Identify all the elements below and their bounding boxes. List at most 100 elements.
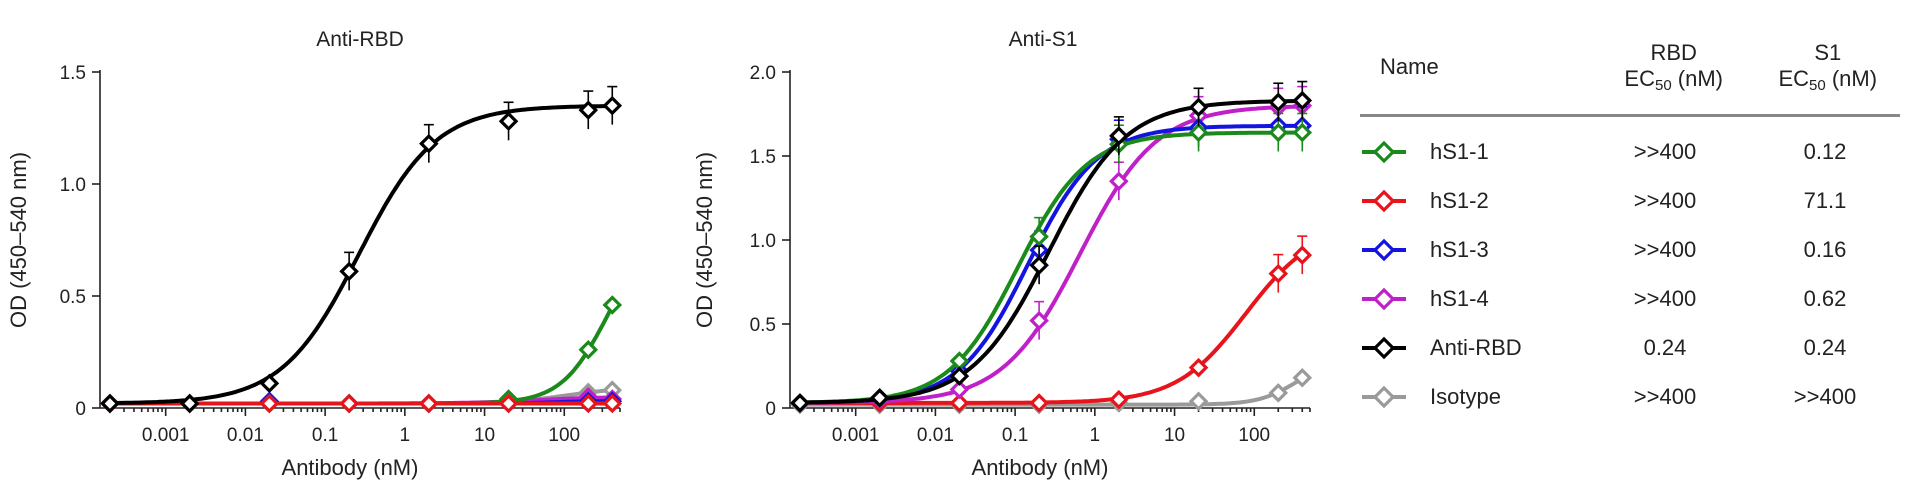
chart-1: Anti-RBD 0 0.5 1.0 1.5 0.001 0.01 0.1 1 10 100 Anti…: [6, 28, 623, 480]
rbd-ec50-value: >>400: [1633, 383, 1697, 409]
data-point: [259, 373, 280, 394]
data-point: [578, 100, 599, 120]
data-point: [1188, 122, 1209, 143]
series-anti-rbd: [790, 80, 1313, 413]
header-s1-label: S1: [1814, 40, 1842, 65]
data-point: [1109, 126, 1129, 146]
y-tick-label: 2.0: [750, 63, 776, 84]
rbd-ec50-value: >>400: [1633, 138, 1697, 164]
s1-ec50-value: 0.16: [1803, 236, 1847, 262]
legend-row: hS1-2 >>400 71.1: [1360, 176, 1900, 225]
chart-title: Anti-S1: [1009, 28, 1078, 51]
data-point: [578, 339, 599, 360]
series-curve: [108, 104, 615, 406]
legend-swatch-icon: [1362, 336, 1406, 359]
data-point: [602, 95, 623, 116]
data-point: [869, 388, 890, 408]
data-point: [1109, 171, 1129, 191]
legend-name-cell: hS1-2: [1360, 188, 1580, 214]
ec-label: EC: [1624, 66, 1655, 91]
ec-unit: (nM): [1671, 66, 1723, 91]
data-point: [1029, 255, 1049, 275]
data-point: [1268, 263, 1289, 284]
s1-ec50-value: 71.1: [1803, 187, 1847, 213]
y-tick-label: 1.0: [750, 231, 776, 252]
data-point: [949, 379, 970, 400]
data-point: [602, 295, 623, 315]
series-curve: [798, 99, 1305, 405]
legend-name: hS1-3: [1430, 236, 1489, 262]
x-tick-label: 1: [1090, 425, 1101, 446]
ec-subscript: 50: [1809, 77, 1826, 94]
data-point: [949, 366, 970, 386]
legend-row: Anti-RBD 0.24 0.24: [1360, 323, 1900, 372]
s1-ec50-value: 0.12: [1803, 138, 1847, 164]
x-tick-label: 10: [474, 425, 495, 446]
legend-header: Name RBD EC50 (nM) S1 EC50 (nM): [1360, 20, 1900, 117]
x-tick-label: 100: [548, 425, 580, 446]
legend-swatch-diamond: [1372, 189, 1396, 212]
data-point: [179, 393, 200, 414]
ec-subscript: 50: [1654, 77, 1672, 94]
header-s1-ec50-line: EC50 (nM): [1756, 66, 1900, 94]
legend-name-cell: Anti-RBD: [1360, 335, 1580, 361]
y-tick-label: 1.5: [750, 147, 776, 168]
data-point: [419, 133, 439, 154]
legend-swatch-icon: [1362, 238, 1406, 261]
y-tick-label: 0: [75, 399, 86, 420]
legend-swatch-diamond: [1372, 385, 1396, 408]
legend-name-cell: hS1-4: [1360, 286, 1580, 312]
data-point: [1029, 393, 1049, 413]
ec-unit: (nM): [1825, 66, 1878, 91]
rbd-ec50-value: >>400: [1633, 285, 1697, 311]
x-tick-label: 100: [1238, 425, 1270, 446]
y-tick-label: 0.5: [750, 315, 776, 336]
x-tick-label: 0.01: [227, 425, 264, 446]
data-point: [1292, 90, 1313, 111]
header-s1-ec50: S1 EC50 (nM): [1756, 40, 1900, 94]
legend-rows: hS1-1 >>400 0.12 hS1-2 >>400 71.1 hS1-3 >>400 0.…: [1360, 127, 1900, 421]
legend-swatch-icon: [1362, 287, 1406, 310]
x-tick-label: 0.001: [142, 425, 190, 446]
header-rbd-label: RBD: [1650, 40, 1697, 65]
data-point: [1188, 391, 1209, 412]
x-axis-title: Antibody (nM): [282, 455, 419, 480]
data-point: [1268, 92, 1289, 113]
data-point: [1029, 226, 1049, 247]
data-point: [1292, 122, 1313, 143]
series-hs1-1: [100, 295, 623, 414]
legend-swatch-diamond: [1372, 238, 1396, 261]
legend-row: hS1-4 >>400 0.62: [1360, 274, 1900, 323]
data-point: [1268, 383, 1289, 403]
data-point: [1109, 389, 1129, 410]
series-hs1-3: [790, 105, 1313, 413]
chart-title: Anti-RBD: [316, 28, 404, 51]
data-point: [1188, 97, 1209, 118]
series-curve: [108, 304, 615, 406]
legend-name-cell: hS1-3: [1360, 237, 1580, 263]
data-point: [602, 393, 623, 414]
x-tick-label: 0.001: [832, 425, 880, 446]
data-point: [1029, 310, 1049, 331]
legend-name: hS1-2: [1430, 187, 1489, 213]
series-hs1-2: [790, 235, 1313, 413]
data-point: [419, 393, 439, 414]
series-curve: [798, 123, 1305, 405]
legend-swatch-icon: [1362, 189, 1406, 212]
legend-swatch-icon: [1362, 385, 1406, 408]
data-point: [578, 393, 599, 414]
rbd-ec50-value: >>400: [1633, 236, 1697, 262]
ec-label: EC: [1778, 66, 1810, 91]
series-curve: [798, 251, 1305, 405]
data-point: [339, 393, 359, 414]
y-tick-label: 0: [765, 399, 776, 420]
header-rbd-ec50-line: EC50 (nM): [1592, 66, 1756, 94]
chart-2: Anti-S1 0 0.5 1.0 1.5 2.0 0.001 0.01 0.1 1 10 100 An…: [692, 28, 1313, 480]
data-point: [259, 393, 280, 414]
y-tick-label: 0.5: [60, 287, 86, 308]
s1-ec50-value: >>400: [1793, 383, 1857, 409]
legend-table: Name RBD EC50 (nM) S1 EC50 (nM) hS1-1 >>4…: [1360, 20, 1900, 421]
x-tick-label: 1: [400, 425, 411, 446]
legend-name: hS1-1: [1430, 138, 1489, 164]
